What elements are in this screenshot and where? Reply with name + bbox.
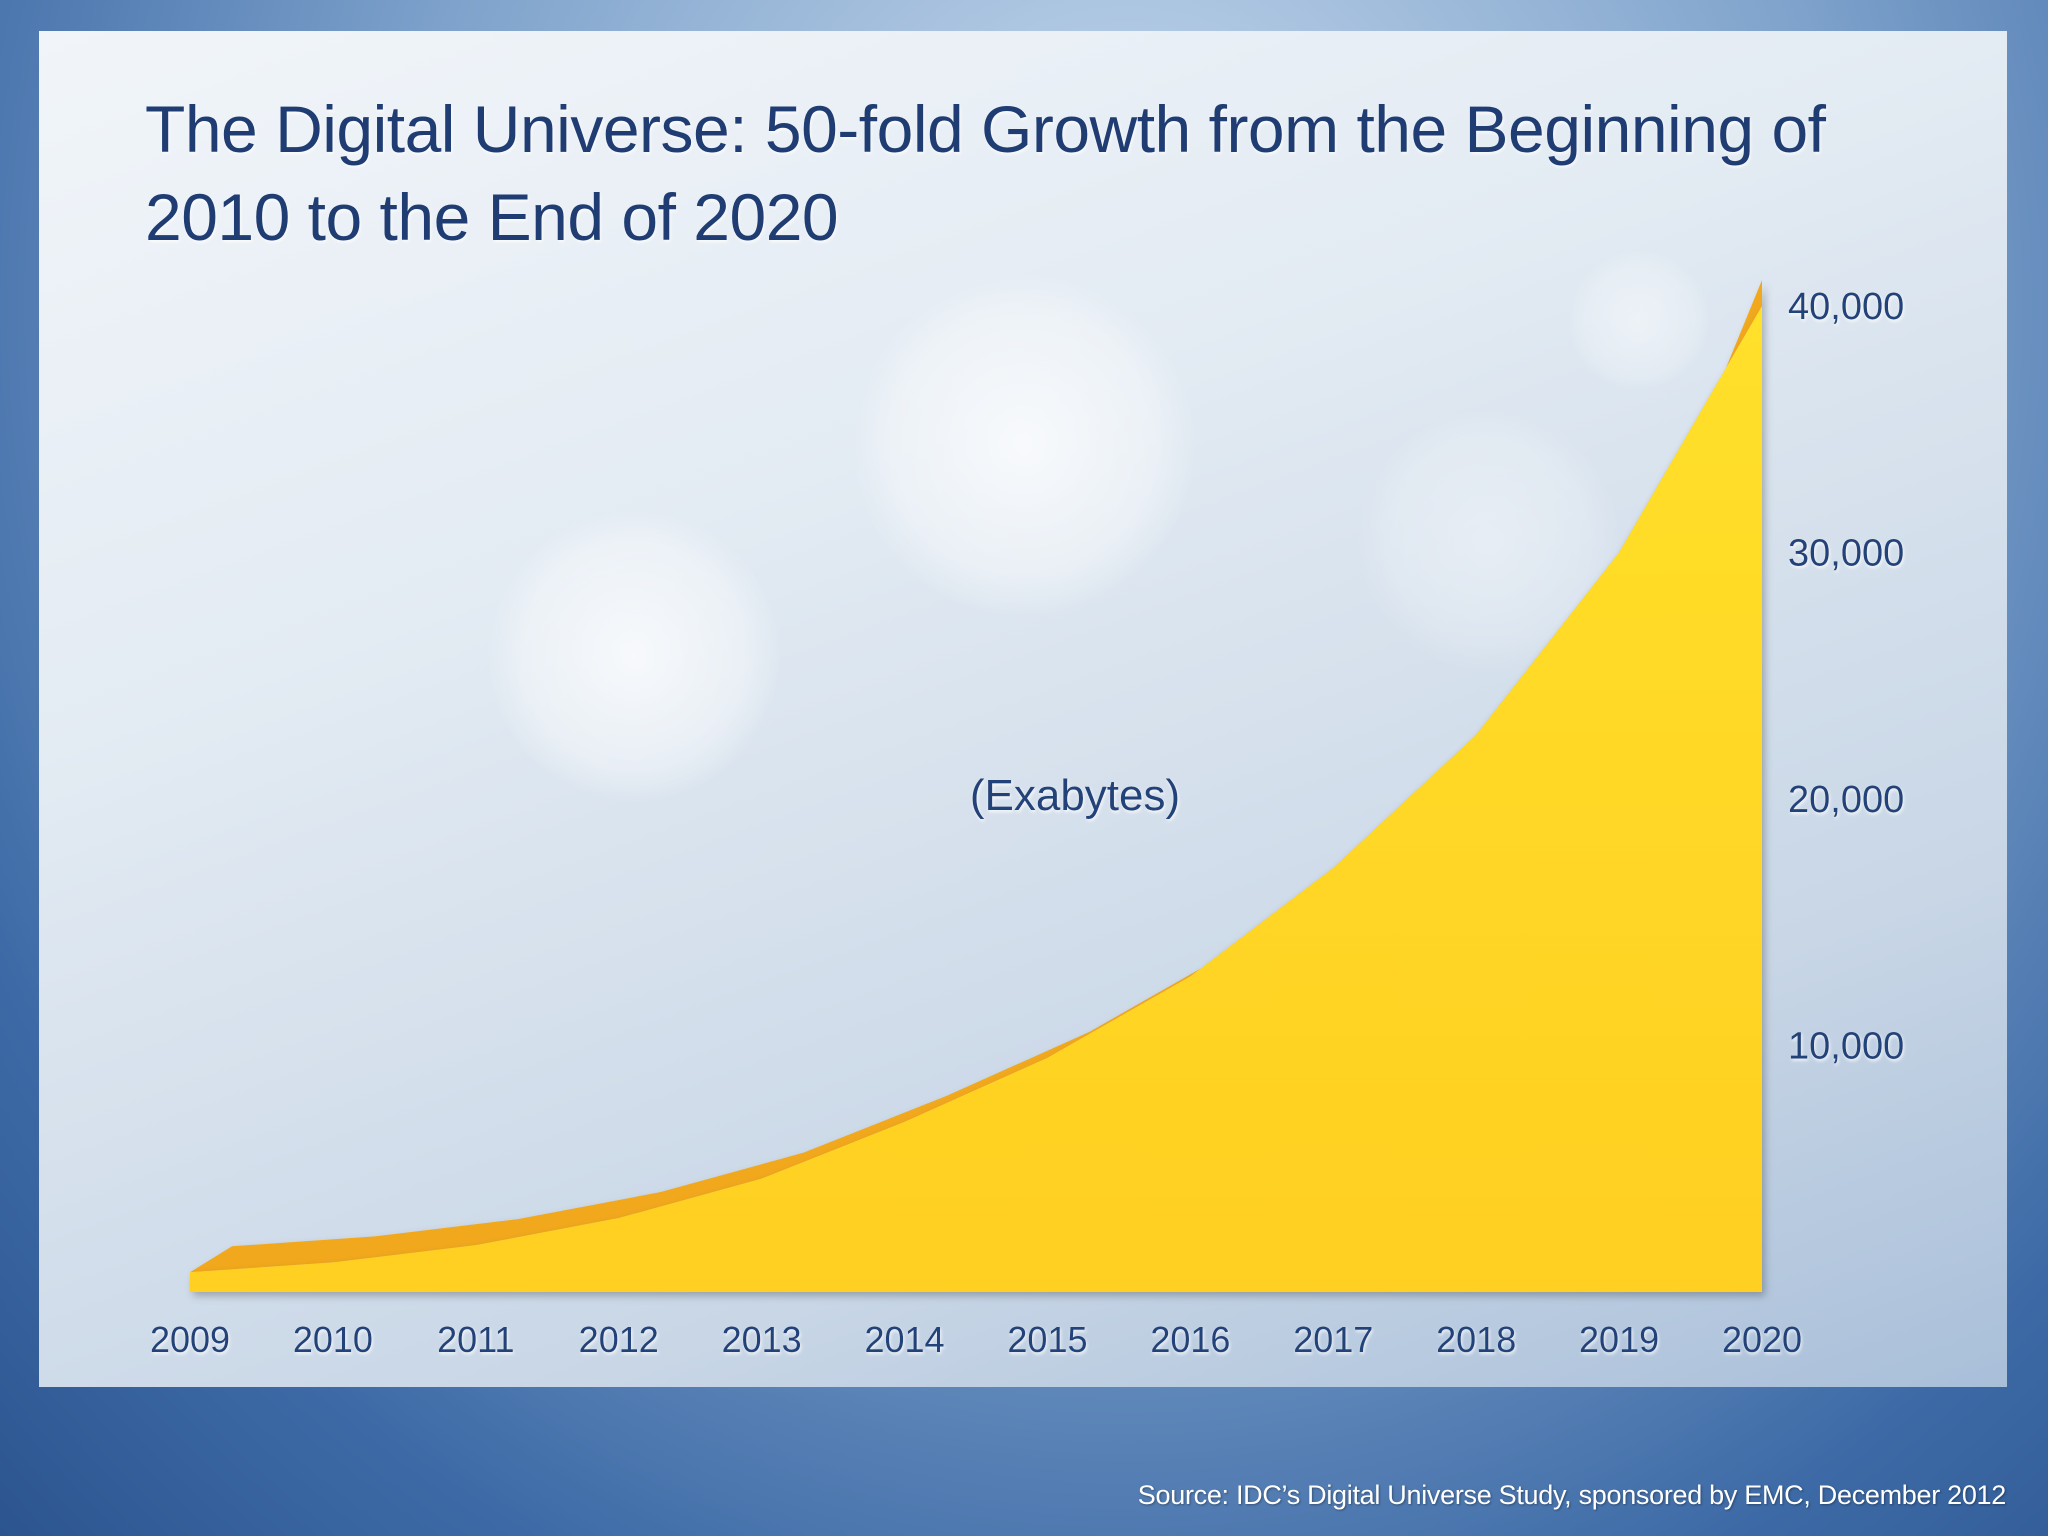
y-tick-label-20000: 20,000 <box>1788 779 1904 821</box>
x-tick-label-2011: 2011 <box>437 1319 514 1360</box>
y-tick-label-30000: 30,000 <box>1788 533 1904 575</box>
bokeh-light-2 <box>489 511 779 801</box>
bokeh-light-1 <box>854 276 1194 616</box>
x-tick-label-2018: 2018 <box>1436 1319 1516 1360</box>
x-tick-label-2020: 2020 <box>1722 1319 1802 1360</box>
area-layer <box>190 280 1762 1292</box>
x-tick-label-2013: 2013 <box>722 1319 802 1360</box>
bokeh-light-4 <box>1569 251 1709 391</box>
unit-label: (Exabytes) <box>970 771 1180 820</box>
x-tick-label-2015: 2015 <box>1007 1319 1087 1360</box>
x-tick-label-2009: 2009 <box>150 1319 230 1360</box>
y-axis-ticks: 10,000 20,000 30,000 40,000 <box>1788 286 1904 1068</box>
y-tick-label-40000: 40,000 <box>1788 286 1904 328</box>
x-tick-label-2010: 2010 <box>293 1319 373 1360</box>
y-tick-label-10000: 10,000 <box>1788 1026 1904 1068</box>
source-caption: Source: IDC’s Digital Universe Study, sp… <box>1137 1480 2007 1510</box>
x-tick-label-2019: 2019 <box>1579 1319 1659 1360</box>
x-tick-label-2014: 2014 <box>864 1319 944 1360</box>
x-tick-label-2017: 2017 <box>1293 1319 1373 1360</box>
growth-area <box>190 306 1762 1292</box>
x-tick-label-2012: 2012 <box>579 1319 659 1360</box>
x-tick-label-2016: 2016 <box>1150 1319 1230 1360</box>
x-axis-ticks: 2009 2010 2011 2012 2013 2014 2015 2016 2017 2018… <box>150 1319 1802 1360</box>
chart-title: The Digital Universe: 50-fold Growth fro… <box>145 92 1826 254</box>
